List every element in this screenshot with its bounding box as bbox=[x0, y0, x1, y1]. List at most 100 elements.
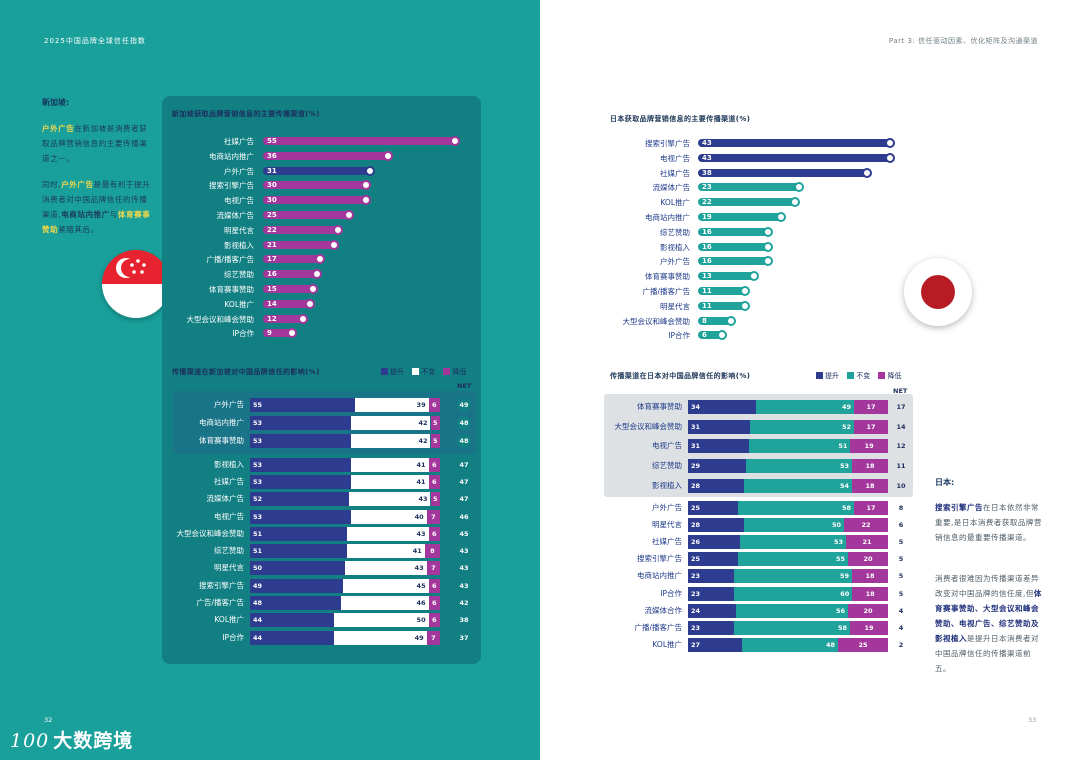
legend-same: 不变 bbox=[856, 372, 871, 380]
highlight-sports: 体育赛事赞助 bbox=[42, 210, 151, 234]
trust-up-segment: 25 bbox=[688, 552, 738, 566]
trust-same-segment: 60 bbox=[733, 587, 853, 601]
channel-dot bbox=[776, 212, 787, 222]
trust-down-segment: 21 bbox=[846, 535, 888, 549]
trust-up-segment: 53 bbox=[250, 458, 351, 472]
page-number-right: 33 bbox=[1028, 716, 1037, 724]
channel-row: 流媒体广告 bbox=[150, 208, 255, 223]
channel-label: 明星代言 bbox=[224, 225, 254, 235]
channel-row: 广播/播客广告 bbox=[584, 284, 690, 299]
channel-label: 体育赛事赞助 bbox=[645, 272, 690, 282]
channel-dot bbox=[364, 165, 375, 176]
trust-same-segment: 51 bbox=[749, 439, 851, 453]
trust-up-segment: 44 bbox=[250, 613, 334, 627]
para-text: 紧随其后。 bbox=[58, 225, 99, 234]
watermark-logo: 100 大数跨境 bbox=[10, 726, 133, 753]
trust-row-label: 电视广告 bbox=[214, 512, 244, 521]
trust-same-segment: 55 bbox=[738, 552, 848, 566]
channel-value: 14 bbox=[267, 299, 277, 308]
channel-bar bbox=[263, 151, 391, 160]
highlight-outdoor: 户外广告 bbox=[42, 124, 75, 133]
trust-up-segment: 50 bbox=[250, 561, 345, 575]
channel-bar bbox=[263, 255, 324, 264]
trust-net-value: 5 bbox=[898, 572, 904, 580]
trust-same-segment: 58 bbox=[738, 501, 854, 515]
trust-down-segment: 6 bbox=[428, 613, 440, 627]
trust-same-segment: 52 bbox=[750, 420, 854, 434]
channel-label: 明星代言 bbox=[660, 301, 690, 311]
channel-row: 流媒体广告 bbox=[584, 180, 691, 195]
trust-down-segment: 8 bbox=[424, 544, 440, 558]
trust-net-value: 2 bbox=[898, 641, 904, 649]
channel-dot bbox=[748, 271, 759, 282]
channel-label: 搜索引擎广告 bbox=[209, 181, 254, 191]
trust-up-segment: 53 bbox=[250, 434, 351, 448]
channel-dot bbox=[885, 138, 895, 148]
trust-row-label: 影视植入 bbox=[652, 481, 682, 490]
channel-row: 大型会议和峰会赞助 bbox=[584, 314, 691, 329]
channel-dot bbox=[885, 152, 895, 163]
channel-label: 电视广告 bbox=[224, 196, 254, 206]
trust-down-segment: 7 bbox=[426, 510, 440, 524]
trust-same-segment: 41 bbox=[350, 458, 429, 472]
trust-down-segment: 20 bbox=[848, 552, 888, 566]
channel-value: 11 bbox=[702, 301, 712, 310]
japan-section-title: 日本: bbox=[935, 478, 955, 487]
highlight-ecommerce: 电商站内推广 bbox=[61, 210, 110, 219]
trust-same-segment: 41 bbox=[350, 475, 429, 489]
channel-label: 电商站内推广 bbox=[645, 213, 690, 222]
trust-up-segment: 27 bbox=[688, 638, 742, 652]
channel-row: 搜索引擎广告 bbox=[584, 136, 690, 151]
channel-dot bbox=[343, 210, 354, 220]
trust-net-value: 10 bbox=[896, 482, 906, 490]
channel-dot bbox=[450, 136, 460, 146]
trust-up-segment: 24 bbox=[688, 604, 736, 618]
highlight-outdoor: 户外广告 bbox=[61, 180, 94, 189]
trust-net-value: 43 bbox=[457, 579, 471, 593]
para-text: 消费者很难因为传播渠道差异改变对中国品牌的信任度,但 bbox=[935, 574, 1039, 598]
channel-value: 12 bbox=[267, 314, 277, 323]
trust-up-segment: 51 bbox=[250, 527, 347, 541]
channel-label: KOL推广 bbox=[660, 198, 690, 208]
channel-value: 11 bbox=[702, 287, 712, 295]
channel-dot bbox=[862, 167, 873, 178]
channel-label: 广播/播客广告 bbox=[642, 287, 690, 296]
trust-same-segment: 59 bbox=[734, 569, 852, 583]
para-text: 是提升日本消费者对中国品牌信任的传播渠道前五。 bbox=[935, 634, 1039, 673]
trust-up-segment: 52 bbox=[250, 492, 349, 506]
channel-bar bbox=[698, 139, 893, 147]
channel-row: 影视植入 bbox=[584, 240, 690, 255]
channel-value: 22 bbox=[267, 225, 277, 234]
trust-row-label: 电商站内推广 bbox=[199, 418, 244, 427]
trust-same-segment: 43 bbox=[345, 561, 427, 575]
trust-down-segment: 19 bbox=[850, 439, 888, 453]
channel-row: 综艺赞助 bbox=[584, 225, 690, 240]
report-title: 2025中国品牌全球信任指数 bbox=[44, 37, 146, 45]
channel-row: 搜索引擎广告 bbox=[150, 178, 254, 193]
channel-value: 19 bbox=[702, 213, 712, 221]
trust-net-value: 5 bbox=[898, 590, 904, 598]
channel-label: KOL推广 bbox=[224, 299, 254, 309]
legend-up: 提升 bbox=[825, 372, 839, 380]
trust-row-label: 搜索引擎广告 bbox=[637, 554, 682, 563]
para-text: 是最有利于提升消费者对中国品牌信任的传播渠道, bbox=[42, 180, 151, 219]
trust-net-value: 6 bbox=[898, 521, 904, 529]
trust-net-value: 5 bbox=[898, 538, 904, 546]
channel-label: 社媒广告 bbox=[660, 168, 690, 178]
channel-label: 大型会议和峰会赞助 bbox=[186, 314, 255, 324]
channel-value: 21 bbox=[267, 240, 277, 249]
channel-label: 搜索引擎广告 bbox=[645, 139, 690, 148]
channel-dot bbox=[717, 330, 728, 341]
channel-bar bbox=[263, 137, 458, 145]
trust-down-segment: 6 bbox=[428, 475, 440, 489]
channel-bar bbox=[263, 211, 352, 219]
trust-same-segment: 53 bbox=[740, 535, 846, 549]
trust-down-segment: 5 bbox=[430, 416, 440, 430]
channel-row: 社媒广告 bbox=[150, 134, 254, 149]
channel-bar bbox=[263, 196, 370, 205]
para-text: 与 bbox=[109, 210, 118, 219]
trust-same-segment: 40 bbox=[350, 510, 427, 524]
singapore-paragraph-2: 同时,户外广告是最有利于提升消费者对中国品牌信任的传播渠道,电商站内推广与体育赛… bbox=[42, 177, 152, 237]
trust-net-value: 4 bbox=[898, 624, 904, 632]
singapore-net-header: NET bbox=[457, 382, 472, 390]
